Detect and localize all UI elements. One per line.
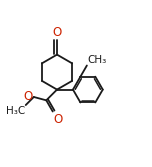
Text: O: O xyxy=(54,113,63,126)
Text: O: O xyxy=(23,90,33,103)
Text: CH₃: CH₃ xyxy=(88,55,107,65)
Text: H₃C: H₃C xyxy=(6,106,25,116)
Text: O: O xyxy=(52,26,62,39)
